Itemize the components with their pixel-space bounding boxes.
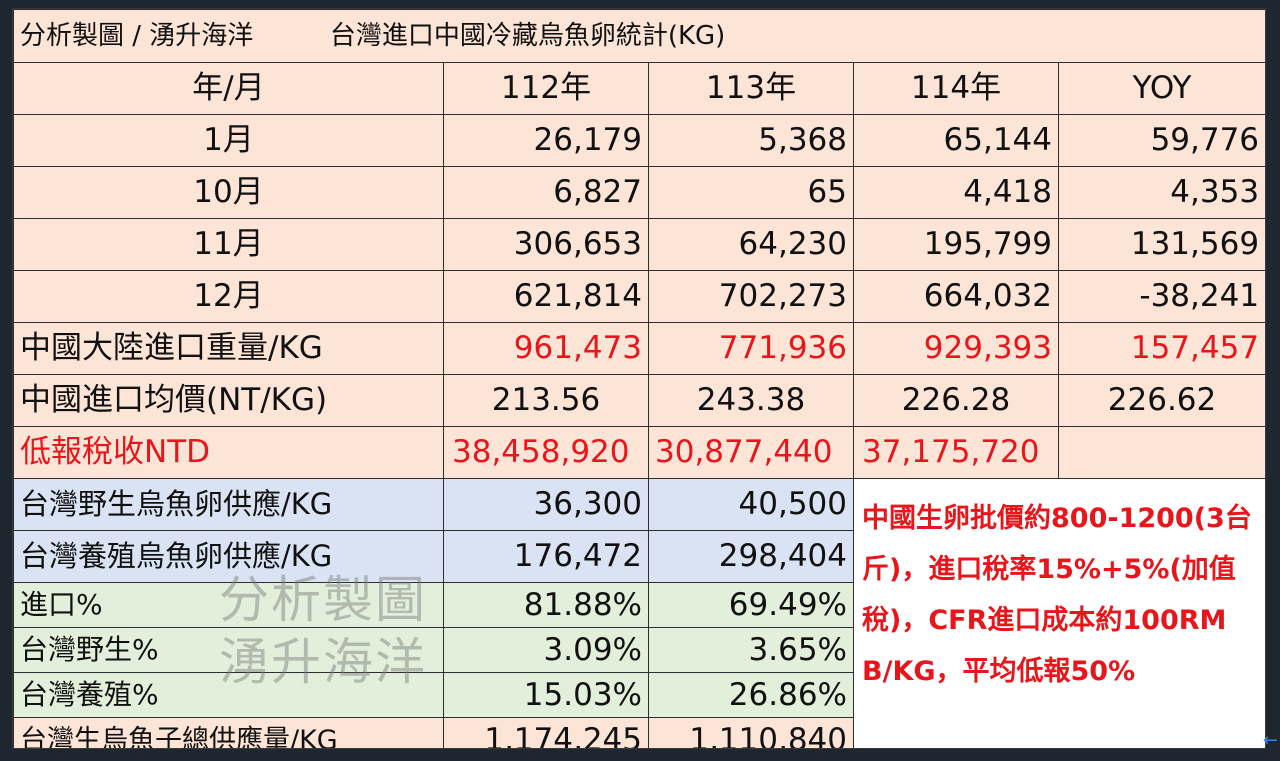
cell-112: 213.56 bbox=[443, 374, 649, 427]
cell-112: 621,814 bbox=[443, 270, 649, 323]
row-label: 台灣野生烏魚卵供應/KG bbox=[13, 478, 444, 531]
title-row: 分析製圖 / 湧升海洋 台灣進口中國冷藏烏魚卵統計(KG) bbox=[13, 9, 1265, 63]
cell-112: 26,179 bbox=[443, 114, 649, 167]
cell-113: 30,877,440 bbox=[648, 426, 854, 479]
cell-114: 929,393 bbox=[853, 322, 1059, 375]
row-label: 中國進口均價(NT/KG) bbox=[13, 374, 444, 427]
share-row: 台灣養殖% 15.03% 26.86% bbox=[13, 672, 1266, 718]
row-label: 台灣生烏魚子總供應量/KG bbox=[13, 717, 444, 748]
cell-yoy-empty bbox=[1057, 426, 1265, 479]
month-label: 10月 bbox=[13, 166, 444, 219]
cell-112: 38,458,920 bbox=[443, 426, 649, 479]
month-label: 1月 bbox=[13, 114, 444, 167]
row-label: 低報稅收NTD bbox=[13, 426, 444, 479]
header-yoy: YOY bbox=[1057, 62, 1265, 115]
cell-112: 6,827 bbox=[443, 166, 649, 219]
cell-112: 176,472 bbox=[443, 530, 649, 583]
cell-112: 306,653 bbox=[443, 218, 649, 271]
cell-114: 37,175,720 bbox=[853, 426, 1059, 479]
table-row: 12月 621,814 702,273 664,032 -38,241 bbox=[13, 270, 1265, 323]
cell-113: 298,404 bbox=[648, 530, 854, 583]
cell-114: 664,032 bbox=[853, 270, 1059, 323]
cell-113: 64,230 bbox=[648, 218, 854, 271]
row-label: 台灣養殖% bbox=[13, 672, 444, 718]
avg-price-row: 中國進口均價(NT/KG) 213.56 243.38 226.28 226.6… bbox=[13, 374, 1265, 427]
cell-114: 226.28 bbox=[853, 374, 1059, 427]
table-row: 11月 306,653 64,230 195,799 131,569 bbox=[13, 218, 1265, 271]
supply-row: 台灣野生烏魚卵供應/KG 36,300 40,500 中國生卵批價約800-12… bbox=[13, 478, 1265, 748]
statistics-table: 分析製圖 / 湧升海洋 台灣進口中國冷藏烏魚卵統計(KG) 年/月 112年 1… bbox=[13, 9, 1266, 748]
cell-yoy: 157,457 bbox=[1057, 322, 1265, 375]
tax-row: 低報稅收NTD 38,458,920 30,877,440 37,175,720 bbox=[13, 426, 1265, 479]
table-row: 10月 6,827 65 4,418 4,353 bbox=[13, 166, 1265, 219]
cell-112: 36,300 bbox=[443, 478, 649, 531]
cell-114: 65,144 bbox=[853, 114, 1059, 167]
row-label: 台灣野生% bbox=[13, 627, 444, 673]
cell-113: 26.86% bbox=[648, 672, 854, 718]
back-arrow-icon[interactable]: ← bbox=[1262, 730, 1278, 751]
cell-113: 40,500 bbox=[648, 478, 854, 531]
price-note: 中國生卵批價約800-1200(3台斤)，進口稅率15%+5%(加值稅)，CFR… bbox=[862, 503, 1252, 687]
cell-113: 5,368 bbox=[648, 114, 854, 167]
table-row: 1月 26,179 5,368 65,144 59,776 bbox=[13, 114, 1265, 167]
cell-114: 195,799 bbox=[853, 218, 1059, 271]
title-cell: 分析製圖 / 湧升海洋 台灣進口中國冷藏烏魚卵統計(KG) bbox=[13, 9, 1265, 63]
row-label: 中國大陸進口重量/KG bbox=[13, 322, 444, 375]
cell-yoy: -38,241 bbox=[1057, 270, 1265, 323]
table-image: 分析製圖 / 湧升海洋 台灣進口中國冷藏烏魚卵統計(KG) 年/月 112年 1… bbox=[12, 8, 1266, 749]
cell-114: 4,418 bbox=[853, 166, 1059, 219]
share-row: 台灣野生% 3.09% 3.65% bbox=[13, 627, 1266, 673]
supply-row: 台灣養殖烏魚卵供應/KG 176,472 298,404 bbox=[13, 530, 1266, 583]
header-row: 年/月 112年 113年 114年 YOY bbox=[13, 62, 1265, 115]
cell-113: 3.65% bbox=[648, 627, 854, 673]
total-import-row: 中國大陸進口重量/KG 961,473 771,936 929,393 157,… bbox=[13, 322, 1265, 375]
month-label: 11月 bbox=[13, 218, 444, 271]
cell-112: 1,174,245 bbox=[443, 717, 649, 748]
cell-113: 65 bbox=[648, 166, 854, 219]
cell-112: 3.09% bbox=[443, 627, 649, 673]
cell-yoy: 59,776 bbox=[1057, 114, 1265, 167]
cell-yoy: 226.62 bbox=[1057, 374, 1265, 427]
header-year-month: 年/月 bbox=[13, 62, 444, 115]
cell-112: 961,473 bbox=[443, 322, 649, 375]
cell-yoy: 4,353 bbox=[1057, 166, 1265, 219]
table-title: 台灣進口中國冷藏烏魚卵統計(KG) bbox=[329, 21, 726, 51]
month-label: 12月 bbox=[13, 270, 444, 323]
cell-112: 81.88% bbox=[443, 582, 649, 628]
share-row: 進口% 81.88% 69.49% bbox=[13, 582, 1266, 628]
cell-113: 702,273 bbox=[648, 270, 854, 323]
grand-total-row: 台灣生烏魚子總供應量/KG 1,174,245 1,110,840 bbox=[13, 717, 1266, 748]
header-113: 113年 bbox=[648, 62, 854, 115]
cell-113: 69.49% bbox=[648, 582, 854, 628]
cell-112: 15.03% bbox=[443, 672, 649, 718]
cell-yoy: 131,569 bbox=[1057, 218, 1265, 271]
row-label: 進口% bbox=[13, 582, 444, 628]
note-cell: 中國生卵批價約800-1200(3台斤)，進口稅率15%+5%(加值稅)，CFR… bbox=[852, 478, 1265, 748]
row-label: 台灣養殖烏魚卵供應/KG bbox=[13, 530, 444, 583]
cell-113: 243.38 bbox=[648, 374, 854, 427]
cell-113: 1,110,840 bbox=[648, 717, 854, 748]
author-label: 分析製圖 / 湧升海洋 bbox=[20, 21, 254, 51]
header-112: 112年 bbox=[443, 62, 649, 115]
cell-113: 771,936 bbox=[648, 322, 854, 375]
header-114: 114年 bbox=[853, 62, 1059, 115]
